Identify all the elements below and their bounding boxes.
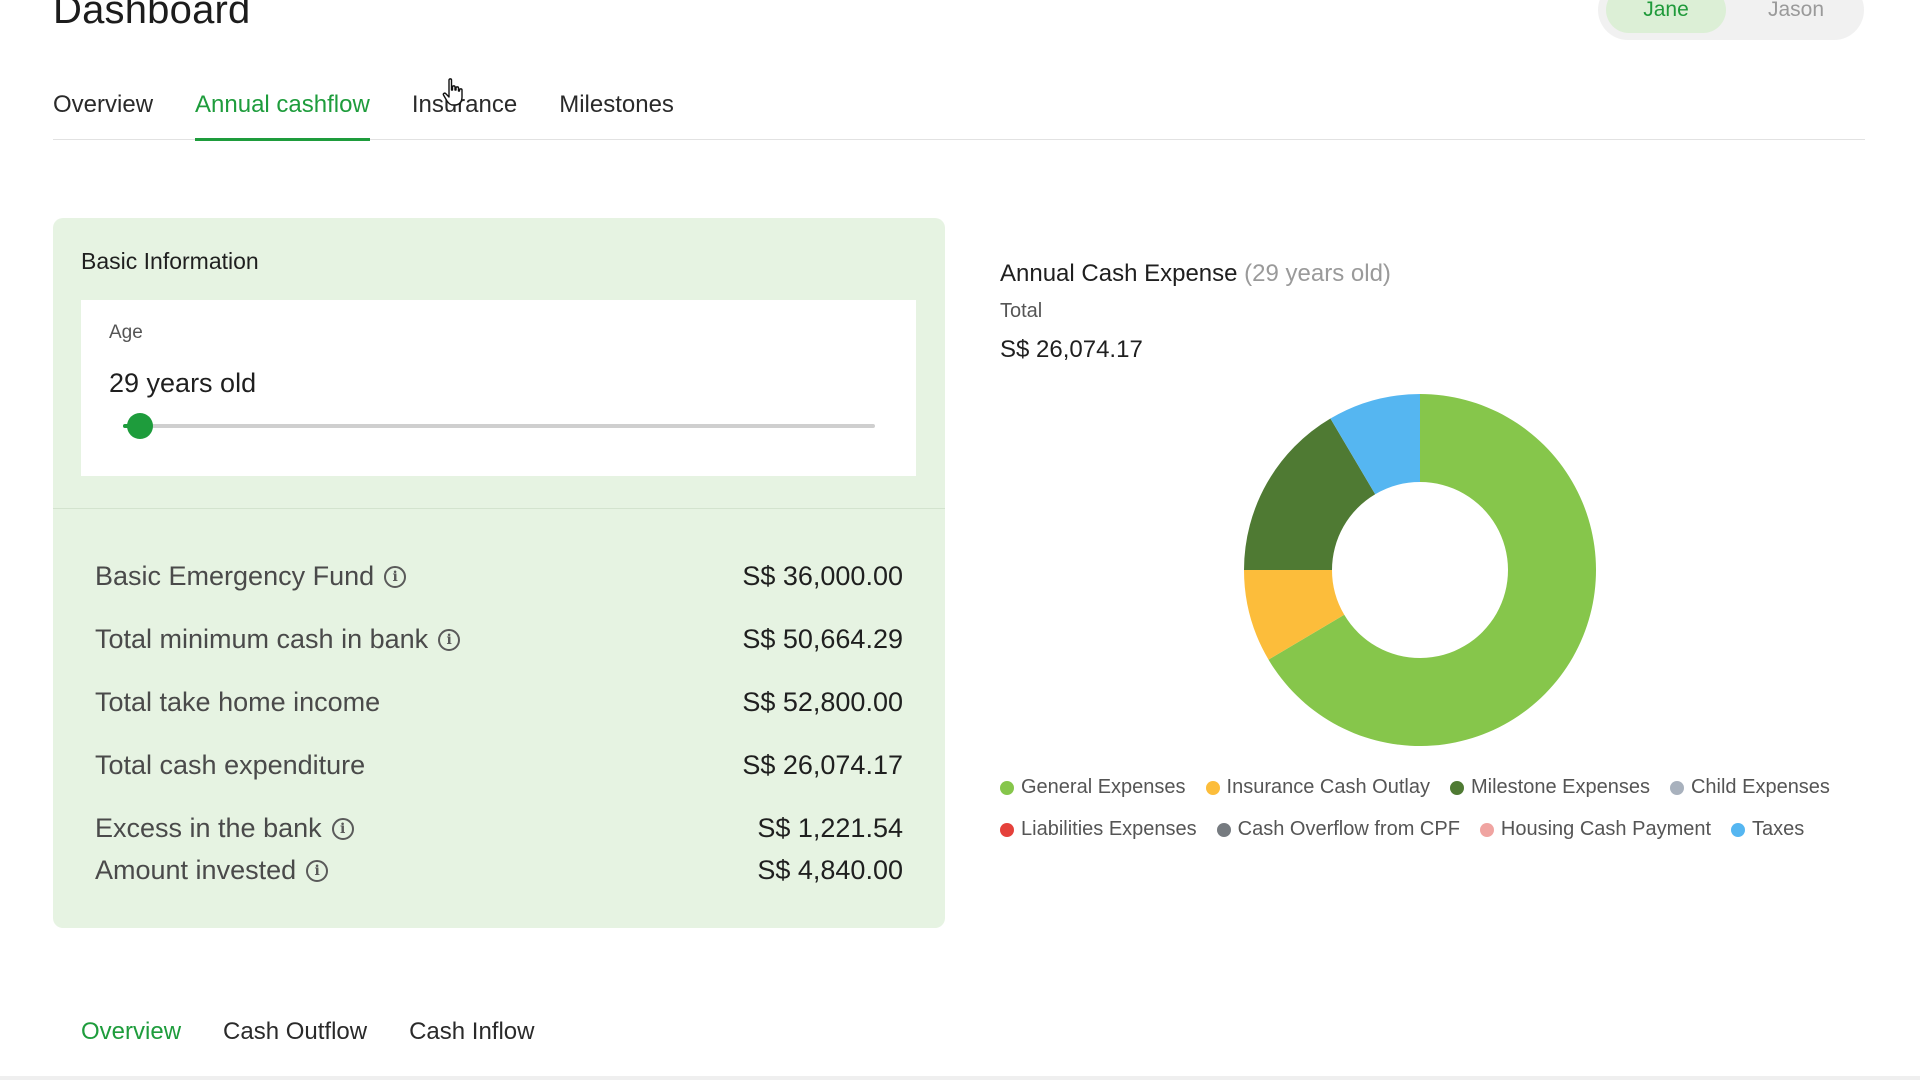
legend-item-milestone-expenses[interactable]: Milestone Expenses	[1449, 776, 1650, 799]
row-label: Excess in the bank i	[95, 813, 354, 844]
main-tabs: Overview Annual cashflow Insurance Miles…	[53, 78, 1865, 141]
legend-label: Housing Cash Payment	[1500, 818, 1712, 840]
row-excess-in-bank: Excess in the bank i S$ 1,221.54	[95, 813, 903, 844]
row-value: S$ 52,800.00	[742, 687, 903, 717]
sub-tab-cash-outflow[interactable]: Cash Outflow	[223, 1018, 368, 1045]
row-total-cash-expenditure: Total cash expenditure S$ 26,074.17	[95, 750, 903, 781]
chart-title-suffix: (29 years old)	[1244, 260, 1391, 287]
tab-milestones[interactable]: Milestones	[559, 91, 674, 118]
chart-total-label: Total	[1000, 300, 1043, 322]
chart-title-text: Annual Cash Expense	[1000, 260, 1238, 287]
legend-dot	[1449, 780, 1464, 795]
sub-tabs: Overview Cash Outflow Cash Inflow	[81, 1018, 534, 1046]
donut-slice-milestone-expenses[interactable]	[1244, 418, 1376, 570]
row-label-text: Total take home income	[95, 687, 381, 717]
row-label: Total take home income	[95, 687, 380, 718]
page-title: Dashboard	[53, 0, 251, 32]
row-label-text: Excess in the bank	[95, 813, 322, 843]
chart-legend-row-2: Liabilities Expenses Cash Overflow from …	[1000, 818, 1860, 841]
age-value: 29 years old	[109, 368, 257, 398]
donut-slice-insurance-cash-outlay[interactable]	[1244, 570, 1345, 660]
card-divider	[53, 508, 945, 509]
user-option-jane[interactable]: Jane	[1606, 0, 1726, 33]
age-slider-thumb[interactable]	[126, 413, 153, 439]
legend-dot	[1731, 822, 1746, 837]
legend-label: Child Expenses	[1690, 776, 1830, 798]
row-label: Total minimum cash in bank i	[95, 624, 461, 655]
row-value: S$ 50,664.29	[742, 624, 903, 654]
sub-tab-overview[interactable]: Overview	[81, 1018, 182, 1045]
legend-label: Milestone Expenses	[1470, 776, 1650, 798]
row-value: S$ 26,074.17	[742, 750, 903, 780]
info-icon[interactable]: i	[331, 817, 354, 840]
legend-item-child-expenses[interactable]: Child Expenses	[1669, 776, 1830, 799]
bottom-divider	[0, 1076, 1920, 1080]
legend-item-general-expenses[interactable]: General Expenses	[1000, 776, 1186, 799]
legend-dot	[1669, 780, 1684, 795]
row-basic-emergency-fund: Basic Emergency Fund i S$ 36,000.00	[95, 561, 903, 592]
legend-dot	[1205, 780, 1220, 795]
tab-overview[interactable]: Overview	[53, 91, 154, 118]
annual-cash-expense-donut-chart	[1244, 394, 1596, 746]
donut-slice-general-expenses[interactable]	[1268, 394, 1596, 746]
sub-tab-cash-inflow[interactable]: Cash Inflow	[409, 1018, 535, 1045]
row-label: Total cash expenditure	[95, 750, 365, 781]
card-title: Basic Information	[81, 248, 259, 274]
donut-slice-taxes[interactable]	[1330, 394, 1420, 495]
tab-annual-cashflow[interactable]: Annual cashflow	[195, 78, 370, 141]
hand-cursor-icon	[442, 78, 463, 106]
user-option-jason[interactable]: Jason	[1767, 0, 1825, 21]
info-icon[interactable]: i	[438, 628, 461, 651]
row-label-text: Amount invested	[95, 855, 297, 885]
row-label-text: Total cash expenditure	[95, 750, 366, 780]
row-total-minimum-cash: Total minimum cash in bank i S$ 50,664.2…	[95, 624, 903, 655]
legend-label: Taxes	[1752, 818, 1805, 840]
legend-item-housing-cash-payment[interactable]: Housing Cash Payment	[1479, 818, 1712, 841]
row-label: Amount invested i	[95, 855, 329, 886]
legend-item-liabilities-expenses[interactable]: Liabilities Expenses	[1000, 818, 1197, 841]
info-icon[interactable]: i	[306, 859, 329, 882]
chart-title: Annual Cash Expense (29 years old)	[1000, 260, 1391, 288]
legend-dot	[1000, 780, 1014, 795]
row-label-text: Basic Emergency Fund	[95, 561, 375, 591]
age-label: Age	[109, 322, 143, 343]
age-slider[interactable]	[123, 413, 875, 439]
legend-label: Cash Overflow from CPF	[1237, 818, 1460, 840]
legend-label: Liabilities Expenses	[1021, 818, 1197, 840]
age-panel: Age 29 years old	[81, 300, 916, 476]
legend-dot	[1000, 822, 1014, 837]
row-value: S$ 4,840.00	[757, 855, 903, 885]
legend-item-taxes[interactable]: Taxes	[1731, 818, 1804, 841]
row-total-take-home-income: Total take home income S$ 52,800.00	[95, 687, 903, 718]
legend-item-insurance-cash-outlay[interactable]: Insurance Cash Outlay	[1205, 776, 1430, 799]
info-icon[interactable]: i	[384, 565, 407, 588]
tab-insurance[interactable]: Insurance	[411, 91, 518, 118]
row-label-text: Total minimum cash in bank	[95, 624, 429, 654]
legend-label: General Expenses	[1021, 776, 1186, 798]
row-value: S$ 36,000.00	[742, 561, 903, 591]
user-toggle: Jane Jason	[1598, 0, 1864, 40]
legend-item-cash-overflow-from-cpf[interactable]: Cash Overflow from CPF	[1216, 818, 1460, 841]
legend-dot	[1216, 822, 1231, 837]
row-amount-invested: Amount invested i S$ 4,840.00	[95, 855, 903, 886]
legend-label: Insurance Cash Outlay	[1226, 776, 1430, 798]
chart-legend-row-1: General Expenses Insurance Cash Outlay M…	[1000, 776, 1860, 799]
legend-dot	[1479, 822, 1494, 837]
basic-information-card: Basic Information Age 29 years old Basic…	[53, 218, 945, 928]
chart-total-value: S$ 26,074.17	[1000, 336, 1143, 363]
row-value: S$ 1,221.54	[757, 813, 903, 843]
row-label: Basic Emergency Fund i	[95, 561, 407, 592]
